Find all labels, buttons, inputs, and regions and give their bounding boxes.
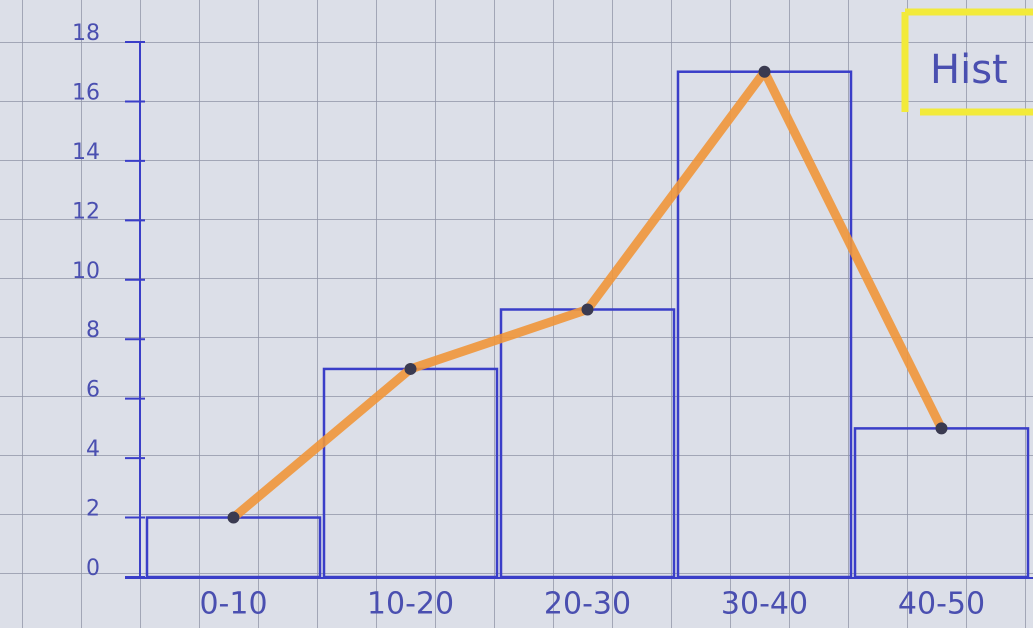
y-tick-label: 0 bbox=[86, 556, 100, 581]
polygon-point bbox=[936, 422, 948, 434]
chart: Hist 0 2 4 6 8 10 12 14 16 18 0-10 10-20 20-30 30-40 4… bbox=[0, 0, 1033, 628]
page: {"chart_data": {"type": "bar", "title": … bbox=[0, 0, 1033, 628]
polygon-point bbox=[228, 512, 240, 524]
polygon-point bbox=[582, 304, 594, 316]
y-tick-label: 4 bbox=[86, 437, 100, 462]
x-tick-label: 10-20 bbox=[367, 587, 454, 622]
y-tick-label: 18 bbox=[72, 21, 100, 46]
paper-grid bbox=[0, 0, 1033, 628]
x-tick-label: 40-50 bbox=[898, 587, 985, 622]
y-tick-label: 14 bbox=[72, 140, 100, 165]
x-tick-label: 20-30 bbox=[544, 587, 631, 622]
y-tick-label: 16 bbox=[72, 80, 100, 105]
y-tick-label: 2 bbox=[86, 497, 100, 522]
polygon-point bbox=[759, 66, 771, 78]
y-tick-label: 12 bbox=[72, 199, 100, 224]
x-tick-label: 30-40 bbox=[721, 587, 808, 622]
chart-title: Hist bbox=[930, 47, 1008, 93]
x-tick-label: 0-10 bbox=[199, 587, 267, 622]
polygon-point bbox=[405, 363, 417, 375]
y-tick-label: 10 bbox=[72, 259, 100, 284]
y-tick-label: 6 bbox=[86, 378, 100, 403]
y-tick-label: 8 bbox=[86, 318, 100, 343]
